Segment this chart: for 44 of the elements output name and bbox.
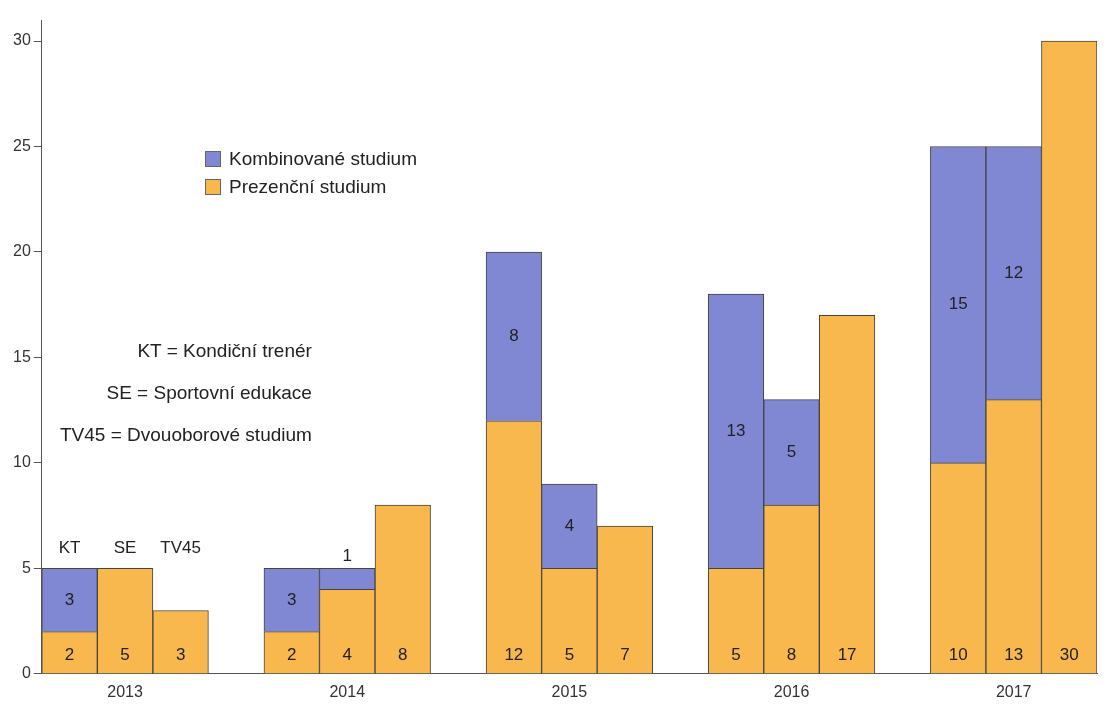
data-label: 1	[342, 546, 352, 566]
y-tick-label: 10	[13, 453, 31, 471]
data-label: 13	[1004, 644, 1024, 664]
data-label: 17	[837, 644, 857, 664]
legend-label: Prezenční studium	[229, 176, 387, 198]
y-tick-label: 25	[13, 136, 31, 154]
data-label: 2	[64, 644, 75, 664]
x-tick-label: 2017	[995, 682, 1032, 700]
data-label: 12	[504, 644, 524, 664]
data-label: 5	[564, 644, 575, 664]
y-tick-label: 30	[13, 31, 31, 49]
data-label: 12	[1004, 262, 1024, 282]
y-tick-label: 15	[13, 347, 31, 365]
annotation: TV45 = Dvouoborové studium	[60, 423, 312, 447]
annotation: KT = Kondiční trenér	[136, 339, 312, 363]
x-tick-label: 2014	[329, 682, 366, 700]
data-label: 3	[286, 589, 297, 609]
data-label: 3	[175, 644, 186, 664]
data-label: 3	[64, 589, 75, 609]
annotation: SE	[113, 538, 137, 558]
data-label: 4	[564, 515, 575, 535]
x-tick-label: 2016	[773, 682, 810, 700]
data-label: 5	[786, 442, 797, 462]
data-label: 2	[286, 644, 297, 664]
data-label: 4	[342, 644, 352, 664]
data-label: 5	[120, 644, 130, 664]
data-label: 30	[1059, 644, 1079, 664]
annotation: TV45	[160, 538, 201, 558]
data-label: 8	[509, 326, 519, 346]
data-label: 8	[398, 644, 408, 664]
legend-label: Kombinované studium	[229, 148, 417, 170]
data-label: 15	[948, 294, 968, 314]
y-tick-label: 20	[13, 242, 31, 260]
data-label: 7	[620, 644, 630, 664]
data-label: 8	[786, 644, 797, 664]
annotation: KT	[58, 538, 81, 558]
data-label: 13	[726, 420, 746, 440]
annotation: SE = Sportovní edukace	[105, 381, 312, 405]
data-label: 10	[948, 644, 968, 664]
y-tick-label: 0	[21, 664, 31, 682]
y-tick-label: 5	[21, 558, 31, 576]
data-label: 5	[731, 644, 741, 664]
x-tick-label: 2013	[107, 682, 143, 700]
x-tick-label: 2015	[551, 682, 588, 700]
